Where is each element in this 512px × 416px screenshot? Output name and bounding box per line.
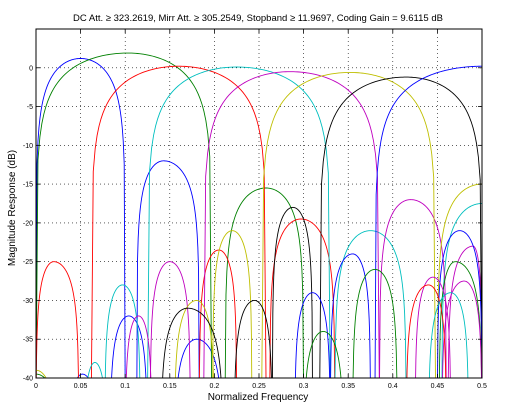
y-tick-label: -20 [23, 220, 33, 227]
response-lobe [352, 268, 398, 378]
response-lobe [162, 307, 222, 378]
response-lobe [330, 253, 371, 378]
series-line [415, 276, 482, 378]
response-lobe [36, 261, 79, 378]
response-lobe [36, 58, 126, 378]
x-tick-label: 0.15 [163, 383, 177, 390]
x-tick-label: 0.4 [388, 383, 398, 390]
series-line [305, 261, 482, 378]
response-lobe [36, 369, 47, 378]
response-lobe [319, 76, 482, 378]
response-lobe [428, 292, 469, 378]
response-lobe [125, 315, 152, 378]
response-lobe [438, 261, 482, 378]
response-lobe [90, 65, 267, 378]
axis-ticks: 0 0.05 0.1 0.15 0.2 0.25 0.3 0.35 0.4 0.45 0.5 0 -5 -… [23, 29, 487, 390]
response-lobe [272, 206, 313, 378]
x-tick-label: 0.35 [341, 383, 355, 390]
response-lobe [234, 299, 272, 378]
series-layer [36, 52, 482, 378]
y-tick-label: -5 [27, 104, 33, 111]
x-tick-label: 0.2 [210, 383, 220, 390]
response-lobe [334, 230, 407, 378]
response-lobe [111, 315, 147, 378]
response-lobe [441, 203, 482, 378]
series-line [36, 65, 336, 378]
series-line [125, 71, 482, 378]
y-tick-label: -15 [23, 182, 33, 189]
response-lobe [374, 65, 482, 378]
x-tick-label: 0.3 [299, 383, 309, 390]
x-tick-label: 0.5 [477, 383, 487, 390]
series-line [428, 292, 469, 378]
response-lobe [177, 338, 220, 378]
response-lobe [305, 331, 342, 378]
series-line [87, 66, 482, 378]
y-tick-label: -40 [23, 376, 33, 383]
response-lobe [261, 71, 436, 378]
x-axis-label: Normalized Frequency [208, 392, 309, 403]
y-tick-label: -30 [23, 298, 33, 305]
series-line [36, 71, 482, 378]
response-lobe [198, 249, 237, 378]
response-lobe [437, 230, 482, 378]
response-lobe [36, 52, 213, 378]
response-lobe [294, 292, 331, 378]
response-lobe [447, 245, 482, 378]
chart-title: DC Att. ≥ 323.2619, Mirr Att. ≥ 305.2549… [73, 13, 443, 24]
response-lobe [212, 230, 253, 378]
x-tick-label: 0.25 [252, 383, 266, 390]
response-lobe [104, 284, 141, 378]
response-lobe [174, 299, 214, 378]
response-lobe [76, 373, 89, 378]
y-tick-label: -10 [23, 143, 33, 150]
response-lobe [149, 261, 191, 378]
y-tick-label: -35 [23, 337, 33, 344]
response-lobe [36, 373, 46, 378]
x-tick-label: 0.45 [431, 383, 445, 390]
y-tick-label: 0 [29, 65, 33, 72]
y-tick-label: -25 [23, 259, 33, 266]
response-lobe [87, 362, 103, 378]
response-lobe [136, 160, 200, 378]
x-tick-label: 0.05 [74, 383, 88, 390]
response-lobe [415, 276, 451, 378]
response-lobe [203, 71, 380, 378]
response-lobe [379, 199, 447, 378]
response-lobe [437, 183, 482, 378]
x-tick-label: 0.1 [120, 383, 130, 390]
x-tick-label: 0 [34, 383, 38, 390]
response-lobe [147, 66, 331, 378]
series-line [36, 58, 220, 378]
response-lobe [442, 280, 482, 378]
response-lobe [269, 218, 336, 378]
series-line [162, 76, 482, 378]
series-line [294, 65, 482, 378]
y-axis-label: Magnitude Response (dB) [7, 150, 18, 266]
